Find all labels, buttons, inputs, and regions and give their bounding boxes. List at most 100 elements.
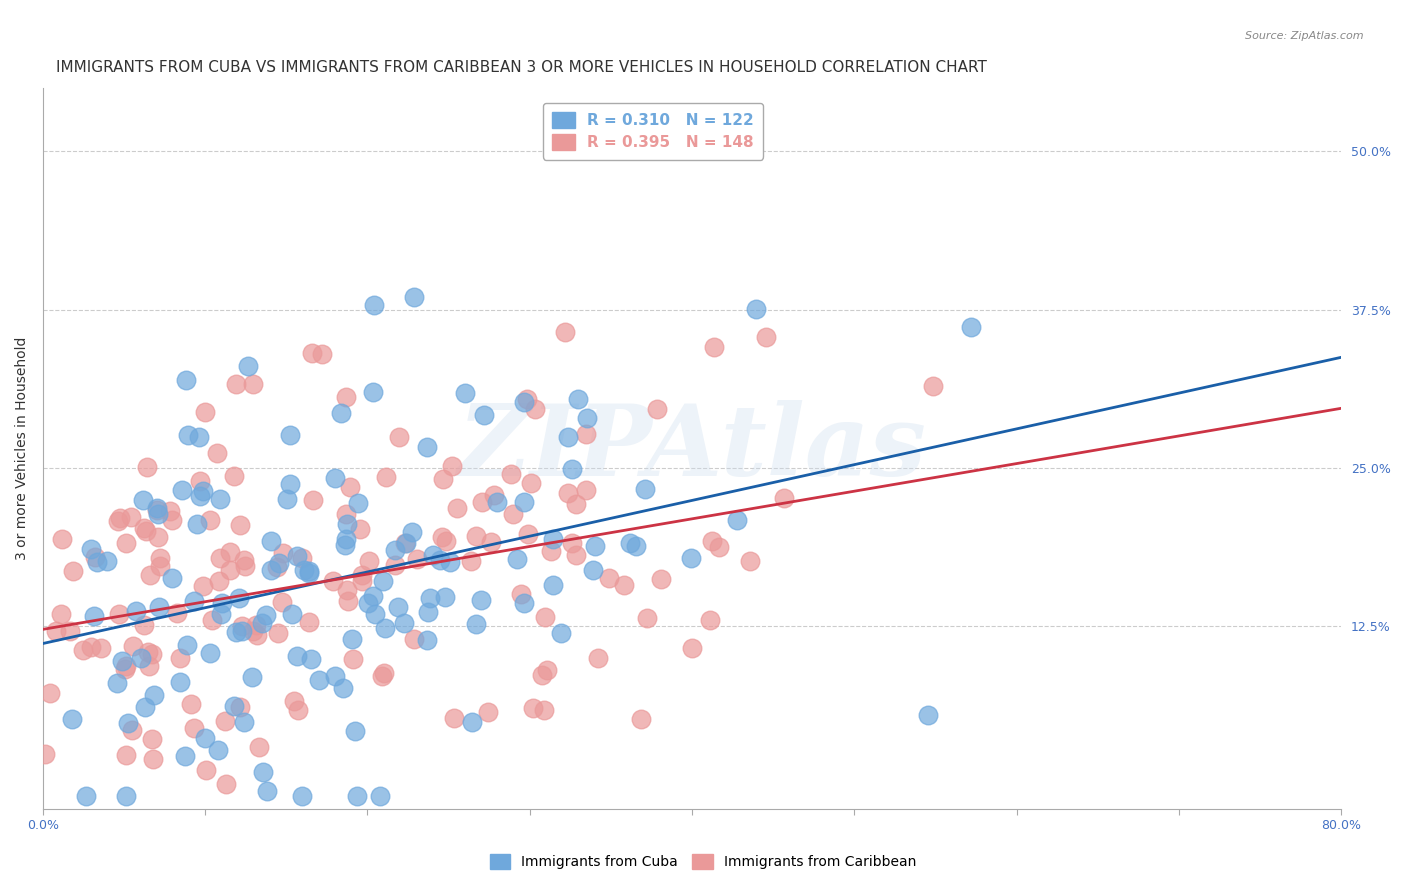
Immigrants from Caribbean [561,536,583,550]
Immigrants from Cuba [392,616,415,631]
Immigrants from Cuba [228,591,250,605]
Immigrants from Caribbean [357,554,380,568]
Immigrants from Cuba [470,593,492,607]
Immigrants from Caribbean [540,544,562,558]
Immigrants from Cuba [917,708,939,723]
Immigrants from Caribbean [565,497,588,511]
Immigrants from Cuba [176,638,198,652]
Immigrants from Caribbean [510,587,533,601]
Immigrants from Cuba [298,566,321,580]
Immigrants from Caribbean [136,460,159,475]
Immigrants from Caribbean [90,640,112,655]
Immigrants from Caribbean [222,469,245,483]
Immigrants from Cuba [434,591,457,605]
Immigrants from Caribbean [384,558,406,572]
Immigrants from Caribbean [169,651,191,665]
Immigrants from Cuba [105,675,128,690]
Immigrants from Caribbean [232,552,254,566]
Immigrants from Caribbean [115,658,138,673]
Immigrants from Caribbean [141,731,163,746]
Immigrants from Cuba [486,494,509,508]
Legend: R = 0.310   N = 122, R = 0.395   N = 148: R = 0.310 N = 122, R = 0.395 N = 148 [543,103,763,160]
Immigrants from Cuba [419,591,441,605]
Immigrants from Caribbean [159,504,181,518]
Immigrants from Caribbean [554,326,576,340]
Immigrants from Cuba [416,440,439,454]
Immigrants from Cuba [86,555,108,569]
Immigrants from Caribbean [229,699,252,714]
Immigrants from Caribbean [707,541,730,555]
Immigrants from Cuba [335,532,357,546]
Immigrants from Cuba [252,765,274,780]
Immigrants from Caribbean [136,814,159,829]
Immigrants from Cuba [960,319,983,334]
Immigrants from Cuba [276,492,298,507]
Immigrants from Cuba [225,624,247,639]
Immigrants from Caribbean [114,662,136,676]
Immigrants from Cuba [454,385,477,400]
Immigrants from Caribbean [301,345,323,359]
Immigrants from Caribbean [59,624,82,639]
Immigrants from Cuba [681,551,703,566]
Immigrants from Caribbean [699,613,721,627]
Immigrants from Cuba [174,749,197,764]
Immigrants from Caribbean [191,579,214,593]
Immigrants from Caribbean [298,615,321,629]
Immigrants from Cuba [582,563,605,577]
Legend: Immigrants from Cuba, Immigrants from Caribbean: Immigrants from Cuba, Immigrants from Ca… [482,847,924,876]
Immigrants from Caribbean [702,533,724,548]
Immigrants from Caribbean [84,549,107,564]
Immigrants from Caribbean [245,617,267,632]
Immigrants from Cuba [194,731,217,746]
Immigrants from Cuba [231,624,253,639]
Immigrants from Caribbean [201,613,224,627]
Immigrants from Caribbean [575,483,598,498]
Y-axis label: 3 or more Vehicles in Household: 3 or more Vehicles in Household [15,337,30,560]
Immigrants from Cuba [211,596,233,610]
Immigrants from Caribbean [536,663,558,677]
Immigrants from Cuba [344,724,367,739]
Immigrants from Caribbean [703,339,725,353]
Immigrants from Caribbean [598,571,620,585]
Immigrants from Caribbean [247,740,270,755]
Immigrants from Caribbean [502,507,524,521]
Immigrants from Cuba [259,563,281,577]
Immigrants from Caribbean [291,551,314,566]
Immigrants from Cuba [512,394,534,409]
Immigrants from Caribbean [160,513,183,527]
Immigrants from Caribbean [342,652,364,666]
Immigrants from Cuba [557,430,579,444]
Immigrants from Cuba [208,491,231,506]
Immigrants from Caribbean [630,712,652,726]
Immigrants from Caribbean [233,558,256,573]
Immigrants from Caribbean [266,560,288,574]
Immigrants from Cuba [177,428,200,442]
Immigrants from Caribbean [477,706,499,720]
Immigrants from Caribbean [242,377,264,392]
Immigrants from Caribbean [34,747,56,762]
Immigrants from Caribbean [72,642,94,657]
Immigrants from Caribbean [681,640,703,655]
Immigrants from Cuba [75,789,97,804]
Immigrants from Caribbean [450,814,472,829]
Immigrants from Cuba [347,496,370,510]
Immigrants from Cuba [187,430,209,444]
Immigrants from Caribbean [271,595,294,609]
Immigrants from Caribbean [336,593,359,607]
Immigrants from Caribbean [371,669,394,683]
Immigrants from Cuba [725,513,748,527]
Immigrants from Cuba [285,649,308,664]
Immigrants from Cuba [361,589,384,603]
Immigrants from Cuba [143,688,166,702]
Immigrants from Cuba [60,712,83,726]
Immigrants from Caribbean [388,430,411,444]
Immigrants from Caribbean [482,488,505,502]
Immigrants from Caribbean [115,748,138,763]
Immigrants from Cuba [183,594,205,608]
Immigrants from Caribbean [267,626,290,640]
Immigrants from Caribbean [405,551,427,566]
Immigrants from Caribbean [311,347,333,361]
Immigrants from Caribbean [110,511,132,525]
Immigrants from Cuba [278,428,301,442]
Immigrants from Cuba [236,359,259,373]
